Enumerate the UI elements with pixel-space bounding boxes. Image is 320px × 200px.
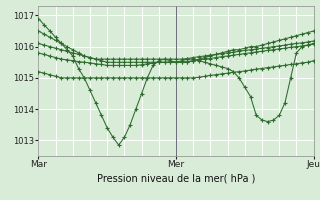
- X-axis label: Pression niveau de la mer( hPa ): Pression niveau de la mer( hPa ): [97, 173, 255, 183]
